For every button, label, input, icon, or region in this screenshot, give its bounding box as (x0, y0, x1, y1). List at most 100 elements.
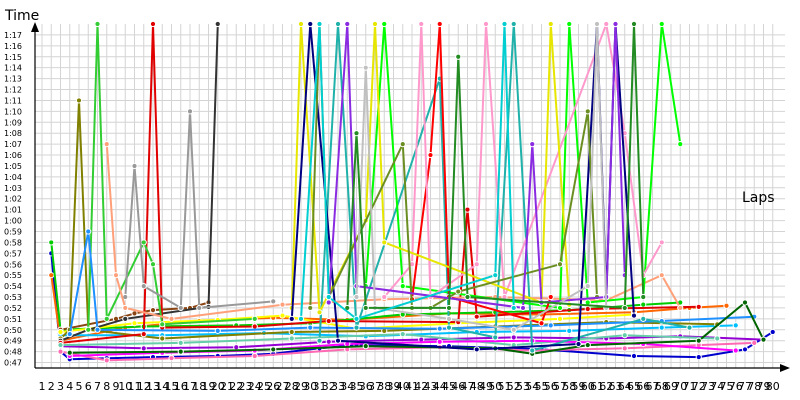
x-tick-label: 65 (627, 380, 641, 393)
x-tick-label: 35 (350, 380, 364, 393)
x-tick-label: 74 (710, 380, 724, 393)
series-line-18 (318, 23, 690, 352)
series-point-7 (57, 328, 64, 336)
x-tick-label: 4 (66, 380, 73, 393)
x-tick-label: 43 (424, 380, 438, 393)
series-point-21 (381, 293, 388, 301)
series-point-18 (334, 20, 342, 28)
x-tick-label: 63 (609, 380, 623, 393)
series-point-0 (769, 328, 776, 336)
x-tick-label: 42 (414, 380, 428, 393)
x-tick-label: 54 (525, 380, 539, 393)
series-point-14 (658, 272, 665, 279)
x-tick-label: 25 (257, 380, 271, 393)
series-point-28 (501, 20, 508, 28)
y-tick-label: 0:53 (4, 293, 22, 302)
series-point-22 (297, 20, 305, 28)
series-point-3 (621, 345, 628, 352)
series-point-24 (399, 141, 406, 148)
y-tick-label: 0:47 (4, 359, 22, 368)
x-tick-label: 30 (303, 380, 317, 393)
y-tick-label: 1:00 (4, 217, 22, 226)
y-tick-label: 1:03 (4, 184, 22, 193)
series-point-10 (473, 313, 480, 320)
y-tick-label: 1:02 (4, 195, 22, 204)
x-tick-label: 69 (664, 380, 678, 393)
series-point-1 (723, 302, 730, 309)
series-point-17 (760, 336, 767, 343)
series-point-15 (94, 326, 101, 333)
x-tick-label: 60 (581, 380, 595, 393)
x-tick-label: 78 (747, 380, 761, 393)
series-point-12 (270, 298, 277, 305)
series-point-26 (593, 20, 601, 28)
series-point-13 (714, 335, 721, 342)
series-point-23 (307, 20, 314, 28)
y-tick-label: 0:59 (4, 227, 22, 236)
series-point-7 (279, 312, 286, 319)
series-point-6 (510, 334, 517, 341)
series-point-18 (445, 324, 453, 331)
y-tick-label: 1:14 (4, 64, 22, 73)
x-tick-label: 64 (618, 380, 632, 393)
tick-labels: 0:47 0:48 0:49 0:50 0:51 0:52 0:53 0:54 0:55 0:56… (4, 31, 780, 393)
x-tick-label: 67 (646, 380, 660, 393)
series-point-14 (112, 272, 120, 279)
x-tick-label: 31 (313, 380, 327, 393)
series-point-17 (177, 348, 184, 355)
series-point-27 (630, 20, 638, 28)
series-line-17 (69, 301, 765, 355)
series-point-18 (640, 315, 647, 322)
series-point-18 (510, 20, 517, 28)
series-point-17 (362, 343, 369, 350)
series-point-22 (547, 20, 554, 28)
x-tick-label: 23 (239, 380, 253, 393)
x-tick-label: 46 (451, 380, 465, 393)
series-point-27 (353, 130, 360, 137)
series-point-22 (381, 239, 388, 246)
x-tick-label: 6 (85, 380, 92, 393)
series-point-21 (418, 20, 425, 28)
series-line-5 (60, 324, 736, 338)
series-point-6 (233, 344, 240, 351)
y-tick-label: 1:12 (4, 86, 22, 95)
series-line-14 (105, 144, 682, 320)
y-tick-label: 0:51 (4, 315, 22, 324)
y-tick-label: 1:15 (4, 53, 22, 62)
x-tick-label: 36 (359, 380, 373, 393)
series-point-28 (492, 272, 499, 279)
series-point-26 (445, 315, 453, 322)
x-tick-label: 80 (766, 380, 780, 393)
series-point-10 (695, 303, 702, 310)
series-point-17 (584, 341, 591, 349)
series-point-21 (473, 261, 480, 268)
x-tick-label: 37 (368, 380, 382, 393)
x-tick-label: 77 (738, 380, 752, 393)
series-point-23 (630, 312, 638, 319)
x-tick-label: 14 (155, 380, 169, 393)
x-tick-label: 48 (470, 380, 484, 393)
x-tick-label: 55 (535, 380, 549, 393)
series-point-20 (547, 293, 554, 301)
series-point-27 (455, 53, 462, 60)
x-tick-label: 18 (192, 380, 206, 393)
x-tick-label: 44 (433, 380, 447, 393)
series-point-13 (177, 339, 184, 346)
series-point-13 (621, 332, 628, 339)
series-point-10 (464, 206, 471, 213)
x-tick-label: 41 (405, 380, 419, 393)
series-line-3 (60, 341, 755, 362)
series-point-0 (695, 353, 702, 361)
x-tick-label: 29 (294, 380, 308, 393)
x-tick-label: 76 (729, 380, 743, 393)
series-point-5 (566, 327, 573, 334)
series-point-20 (427, 151, 434, 159)
series-point-14 (103, 141, 110, 148)
x-tick-label: 20 (211, 380, 225, 393)
x-tick-label: 2 (48, 380, 55, 393)
series-point-12 (196, 304, 203, 312)
series-point-20 (436, 20, 443, 28)
y-tick-label: 1:05 (4, 162, 22, 171)
x-tick-label: 49 (479, 380, 493, 393)
